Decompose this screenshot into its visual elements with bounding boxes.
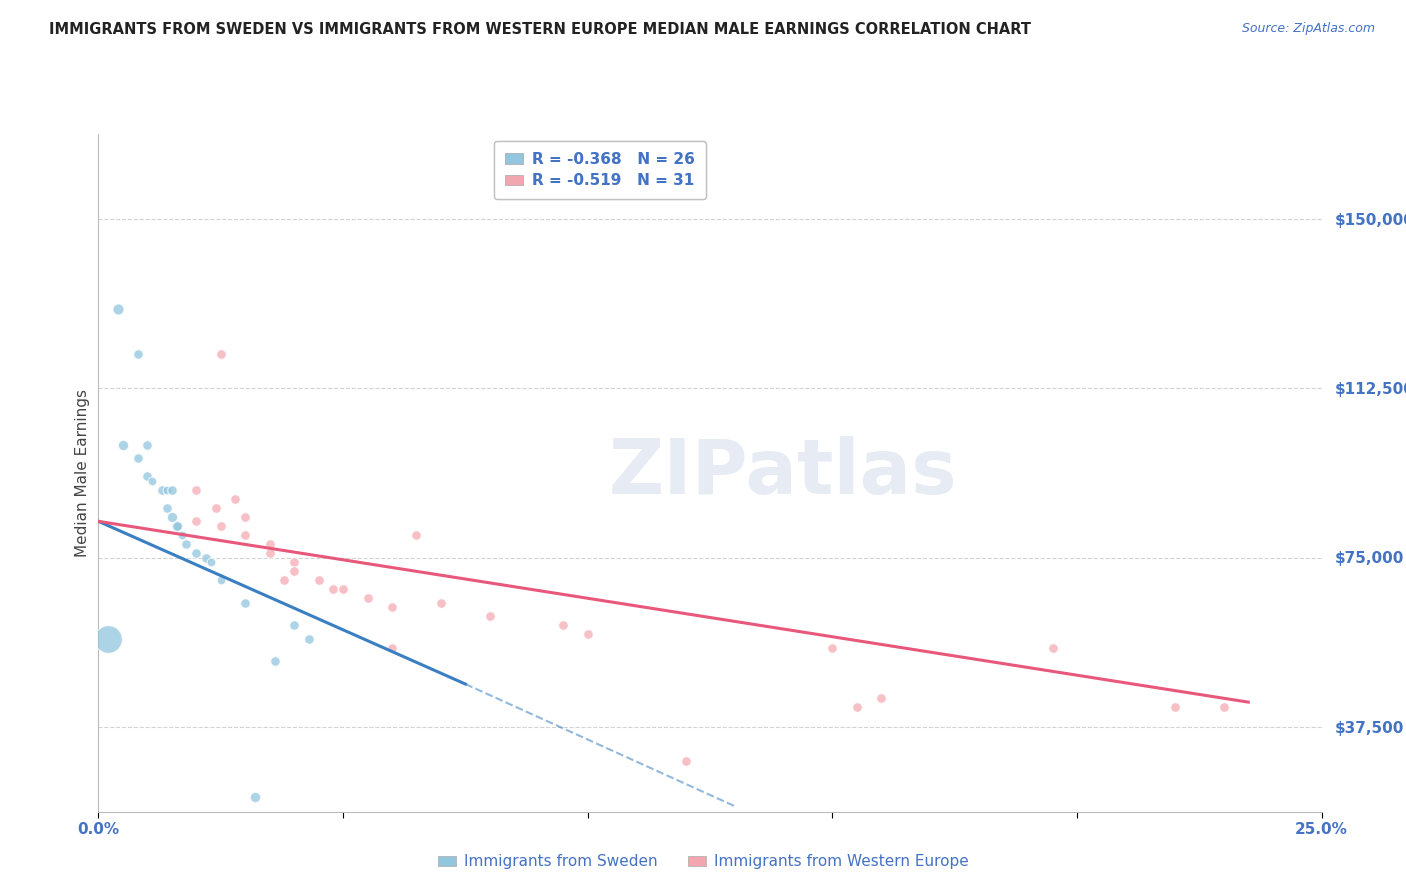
Point (136, 469, 159, 483)
Point (1164, 699, 1187, 714)
Point (283, 618, 305, 632)
Point (107, 301, 129, 316)
Point (176, 537, 198, 551)
Point (209, 347, 232, 361)
Point (209, 519, 232, 533)
Point (273, 573, 295, 587)
Point (186, 483, 208, 497)
Point (478, 609, 501, 624)
Point (356, 591, 378, 606)
Y-axis label: Median Male Earnings: Median Male Earnings (75, 389, 90, 557)
Point (127, 451, 149, 466)
Point (160, 483, 183, 497)
Point (381, 600, 404, 615)
Point (170, 528, 193, 542)
Point (97, 632, 120, 646)
Point (243, 790, 266, 805)
Point (283, 555, 305, 569)
Point (259, 546, 281, 560)
Point (576, 627, 599, 641)
Point (224, 491, 246, 506)
Text: ZIPatlas: ZIPatlas (609, 436, 957, 509)
Point (195, 550, 218, 565)
Point (111, 437, 134, 451)
Point (186, 546, 208, 560)
Point (160, 509, 183, 524)
Point (186, 514, 208, 528)
Point (332, 582, 354, 596)
Legend: R = -0.368   N = 26, R = -0.519   N = 31: R = -0.368 N = 26, R = -0.519 N = 31 (494, 142, 706, 199)
Point (166, 519, 188, 533)
Point (205, 500, 228, 515)
Point (553, 618, 575, 632)
Point (283, 564, 305, 578)
Point (405, 528, 427, 542)
Point (150, 483, 173, 497)
Point (141, 474, 163, 488)
Point (845, 699, 868, 714)
Point (381, 640, 404, 655)
Point (308, 573, 330, 587)
Point (1212, 699, 1234, 714)
Point (259, 537, 281, 551)
Point (209, 573, 232, 587)
Text: Source: ZipAtlas.com: Source: ZipAtlas.com (1241, 22, 1375, 36)
Point (430, 596, 453, 610)
Point (156, 483, 179, 497)
Point (127, 347, 149, 361)
Point (233, 509, 256, 524)
Point (156, 500, 179, 515)
Point (233, 596, 256, 610)
Text: IMMIGRANTS FROM SWEDEN VS IMMIGRANTS FROM WESTERN EUROPE MEDIAN MALE EARNINGS CO: IMMIGRANTS FROM SWEDEN VS IMMIGRANTS FRO… (49, 22, 1031, 37)
Point (233, 528, 256, 542)
Point (821, 640, 844, 655)
Point (1042, 640, 1064, 655)
Point (263, 655, 285, 669)
Point (136, 437, 159, 451)
Point (675, 754, 697, 768)
Point (870, 690, 893, 705)
Point (298, 632, 321, 646)
Point (322, 582, 344, 596)
Point (200, 555, 222, 569)
Legend: Immigrants from Sweden, Immigrants from Western Europe: Immigrants from Sweden, Immigrants from … (432, 848, 974, 875)
Point (166, 519, 188, 533)
